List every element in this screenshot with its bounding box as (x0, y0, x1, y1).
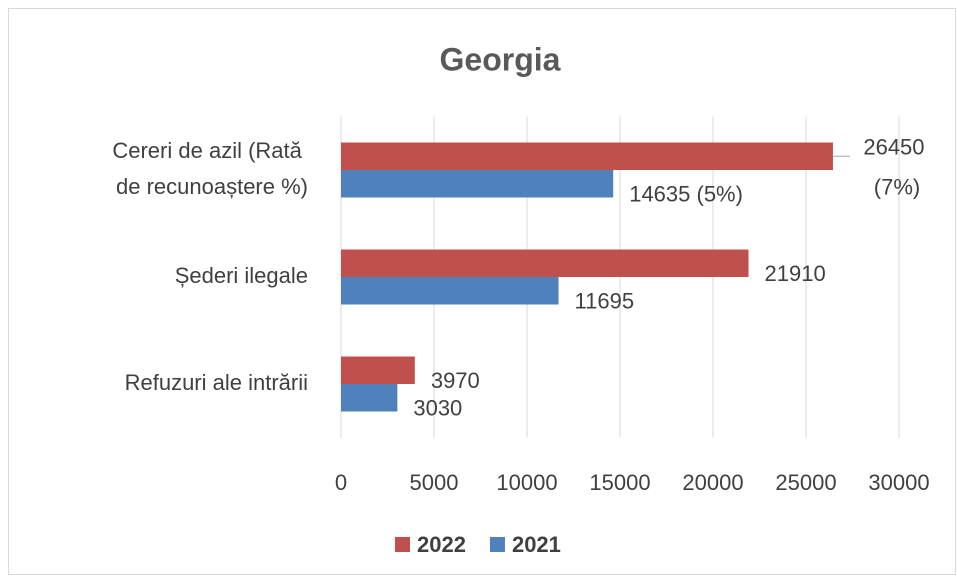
x-tick-label: 15000 (589, 470, 650, 495)
bar (341, 249, 749, 277)
x-tick-label: 10000 (496, 470, 557, 495)
bar (341, 384, 398, 412)
data-label: 3970 (431, 368, 480, 393)
data-label: 3030 (413, 396, 462, 421)
data-label: 26450 (7%) (863, 134, 930, 199)
x-tick-label: 25000 (775, 470, 836, 495)
y-tick-label: Șederi ilegale (175, 263, 308, 288)
x-tick-label: 5000 (410, 470, 459, 495)
legend-swatch (489, 537, 505, 552)
y-tick-label: Cereri de azil (Rată de recunoaștere %) (112, 138, 308, 199)
bar (341, 356, 415, 384)
legend-label: 2022 (417, 532, 466, 557)
data-label: 11695 (575, 289, 635, 314)
x-tick-label: 0 (335, 470, 347, 495)
bar (341, 277, 559, 305)
bar (341, 170, 614, 198)
chart-title: Georgia (440, 41, 561, 77)
legend-swatch (395, 537, 410, 552)
x-tick-label: 30000 (868, 470, 929, 495)
legend-label: 2021 (512, 532, 561, 557)
data-label: 21910 (765, 261, 826, 286)
y-tick-label: Refuzuri ale intrării (125, 370, 308, 395)
bar (341, 142, 833, 170)
data-label: 14635 (5%) (629, 182, 743, 207)
x-tick-label: 20000 (682, 470, 743, 495)
